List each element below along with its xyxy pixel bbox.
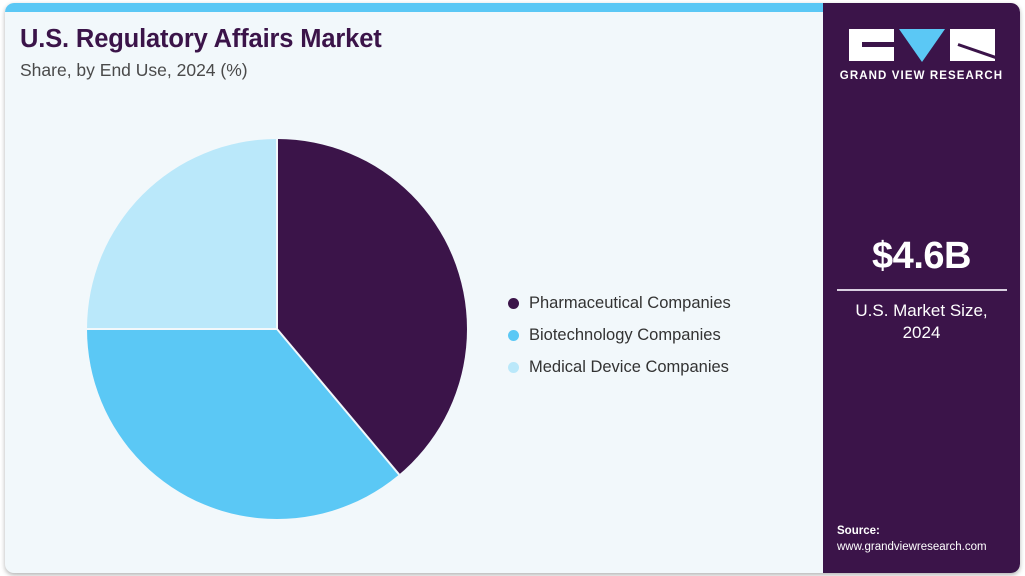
logo-letter-r-icon xyxy=(949,29,995,61)
chart-header: U.S. Regulatory Affairs Market Share, by… xyxy=(20,25,800,81)
market-size-value: $4.6B xyxy=(872,235,971,277)
page-subtitle: Share, by End Use, 2024 (%) xyxy=(20,60,248,81)
logo-wordmark: GRAND VIEW RESEARCH xyxy=(839,70,1004,82)
stat-divider xyxy=(836,289,1007,291)
legend-swatch-icon xyxy=(508,297,519,309)
logo-marks xyxy=(823,29,1020,62)
source-block: Source: www.grandviewresearch.com xyxy=(837,523,1017,556)
pie-chart xyxy=(87,139,467,519)
source-label: Source: xyxy=(837,524,880,537)
page-title: U.S. Regulatory Affairs Market xyxy=(20,25,382,53)
pie-slice-divider xyxy=(87,328,277,330)
legend-item-biotechnology-companies[interactable]: Biotechnology Companies xyxy=(508,319,808,351)
legend-item-pharmaceutical-companies[interactable]: Pharmaceutical Companies xyxy=(508,287,808,319)
market-size-caption: U.S. Market Size, 2024 xyxy=(855,301,988,343)
brand-side-panel: GRAND VIEW RESEARCH $4.6B U.S. Market Si… xyxy=(823,3,1020,573)
legend-swatch-icon xyxy=(508,361,519,373)
legend-swatch-icon xyxy=(508,329,519,341)
legend-item-label: Biotechnology Companies xyxy=(529,325,721,344)
infographic-card: U.S. Regulatory Affairs Market Share, by… xyxy=(5,3,1020,573)
pie-slice-divider xyxy=(276,139,278,329)
grand-view-research-logo: GRAND VIEW RESEARCH xyxy=(823,29,1020,82)
legend-item-label: Pharmaceutical Companies xyxy=(529,293,731,312)
source-url[interactable]: www.grandviewresearch.com xyxy=(837,541,987,554)
legend-item-label: Medical Device Companies xyxy=(529,357,729,376)
logo-letter-g-icon xyxy=(848,29,894,61)
market-size-stat: $4.6B U.S. Market Size, 2024 xyxy=(823,237,1020,344)
legend-item-medical-device-companies[interactable]: Medical Device Companies xyxy=(508,351,808,383)
chart-legend: Pharmaceutical Companies Biotechnology C… xyxy=(508,287,808,383)
top-accent-bar xyxy=(5,3,823,12)
logo-letter-v-icon xyxy=(898,29,945,62)
